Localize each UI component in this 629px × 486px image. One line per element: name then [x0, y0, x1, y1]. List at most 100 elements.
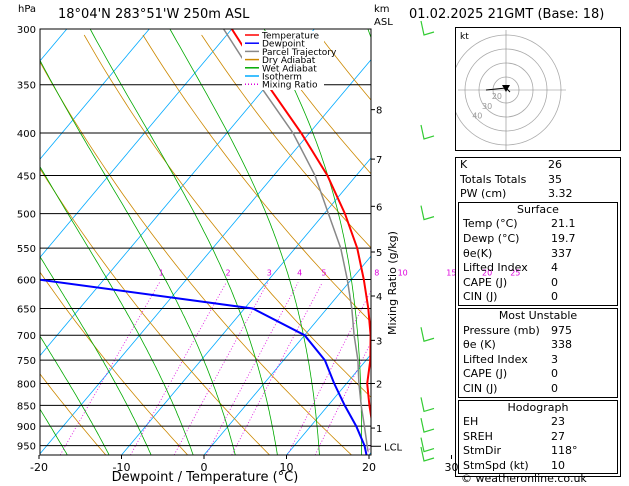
wet-adiabat-line: [40, 255, 152, 455]
surface-value: 0: [551, 290, 558, 304]
pressure-tick-label: 500: [17, 210, 36, 221]
mixing-ratio-label: 3: [267, 269, 272, 278]
hodograph-ring-label: 20: [492, 92, 502, 101]
mixing-ratio-label: 2: [225, 269, 230, 278]
hodograph-param-value: 27: [551, 429, 565, 443]
surface-value: 19.7: [551, 231, 576, 245]
x-tick-label: -10: [113, 461, 131, 474]
x-tick-label: -20: [30, 461, 48, 474]
pressure-tick-label: 550: [17, 244, 36, 255]
hodograph-param-label: EH: [463, 415, 479, 429]
mixing-ratio-label: 15: [446, 269, 456, 278]
surface-row: CAPE (J) 0: [459, 276, 617, 291]
pressure-unit-label: hPa: [18, 4, 37, 15]
dry-adiabat-line: [142, 34, 371, 323]
legend-entry: Mixing Ratio: [262, 81, 318, 91]
surface-label: θe(K): [463, 246, 493, 260]
surface-label: Lifted Index: [463, 261, 528, 275]
most-unstable-row: θe (K) 338: [459, 338, 617, 353]
legend-entry: Temperature: [261, 32, 319, 42]
x-tick-label: 0: [201, 461, 208, 474]
surface-row: θe(K) 337: [459, 247, 617, 262]
hodograph-ring-label: 40: [472, 112, 482, 121]
wind-barb: [420, 417, 435, 433]
x-tick-label: 10: [280, 461, 294, 474]
asl-unit-label: ASL: [374, 17, 393, 28]
series-dewpoint: [40, 278, 368, 455]
most-unstable-value: 0: [551, 381, 558, 395]
hodograph-param-label: StmSpd (kt): [463, 458, 529, 472]
most-unstable-value: 0: [551, 367, 558, 381]
wet-adiabat-line: [0, 29, 26, 455]
dry-adiabat-line: [201, 34, 371, 249]
legend-entry: Dry Adiabat: [262, 56, 316, 66]
most-unstable-row: Lifted Index 3: [459, 353, 617, 368]
mixing-ratio-line: [287, 289, 371, 455]
surface-label: CAPE (J): [463, 275, 508, 289]
surface-label: CIN (J): [463, 290, 498, 304]
legend-box: [242, 31, 324, 90]
mixing-ratio-label: 20: [482, 269, 492, 278]
index-value: 35: [548, 172, 562, 186]
hodograph-param-value: 118°: [551, 444, 578, 458]
most-unstable-value: 338: [551, 338, 572, 352]
km-tick-label: 6: [376, 202, 382, 213]
index-label: PW (cm): [460, 187, 507, 201]
legend-entry: Wet Adiabat: [262, 64, 317, 74]
wind-barb: [420, 327, 435, 342]
dry-adiabat-line: [83, 34, 371, 398]
most-unstable-label: CAPE (J): [463, 367, 508, 381]
index-label: K: [460, 158, 468, 171]
index-row: Totals Totals 35: [456, 173, 620, 188]
surface-section: Surface Temp (°C) 21.1 Dewp (°C) 19.7 θe(K) 3…: [458, 201, 618, 306]
surface-row: Temp (°C) 21.1: [459, 217, 617, 232]
mixing-ratio-line: [173, 282, 269, 455]
wet-adiabat-line: [40, 335, 110, 455]
most-unstable-label: CIN (J): [463, 381, 498, 395]
most-unstable-label: θe (K): [463, 338, 496, 352]
pressure-tick-label: 300: [17, 25, 36, 36]
km-tick-label: 7: [376, 155, 382, 166]
x-tick-label: 20: [362, 461, 376, 474]
index-row: K 26: [456, 158, 620, 173]
wet-adiabat-line: [40, 59, 236, 455]
mixing-ratio-line: [314, 341, 371, 455]
hodograph-ring-label: 30: [482, 102, 492, 111]
series-temperature: [230, 29, 371, 422]
pressure-tick-label: 350: [17, 81, 36, 92]
km-unit-label: km: [374, 4, 390, 15]
most-unstable-value: 3: [551, 352, 558, 366]
index-label: Totals Totals: [460, 172, 527, 186]
surface-value: 4: [551, 261, 558, 275]
mixing-ratio-label: 10: [398, 269, 408, 278]
km-tick-label: 1: [376, 424, 382, 435]
wet-adiabat-line: [40, 165, 194, 455]
hodograph-unit-label: kt: [460, 32, 469, 42]
index-value: 3.32: [548, 187, 573, 201]
hodograph-param-row: StmSpd (kt) 10: [459, 459, 617, 474]
most-unstable-value: 975: [551, 323, 572, 337]
isotherm-line: [40, 59, 371, 455]
dry-adiabat-line: [260, 34, 371, 175]
isotherm-line: [40, 29, 315, 357]
pressure-tick-label: 450: [17, 172, 36, 183]
mixing-ratio-label: 5: [321, 269, 326, 278]
legend-entry: Parcel Trajectory: [262, 48, 337, 58]
hodograph-param-row: EH 23: [459, 415, 617, 430]
surface-title: Surface: [517, 202, 559, 216]
surface-value: 21.1: [551, 217, 576, 231]
isotherm-line: [40, 29, 150, 160]
surface-label: Dewp (°C): [463, 231, 520, 245]
mixing-ratio-label: 4: [297, 269, 302, 278]
pressure-tick-label: 700: [17, 331, 36, 342]
surface-value: 0: [551, 275, 558, 289]
dry-adiabat-line: [40, 271, 188, 455]
km-tick-label: 2: [376, 380, 382, 391]
hodograph-param-value: 23: [551, 415, 565, 429]
pressure-tick-label: 400: [17, 129, 36, 140]
wind-barb: [420, 446, 435, 462]
footer-credit: © weatheronline.co.uk: [461, 472, 587, 485]
pressure-tick-label: 600: [17, 276, 36, 287]
